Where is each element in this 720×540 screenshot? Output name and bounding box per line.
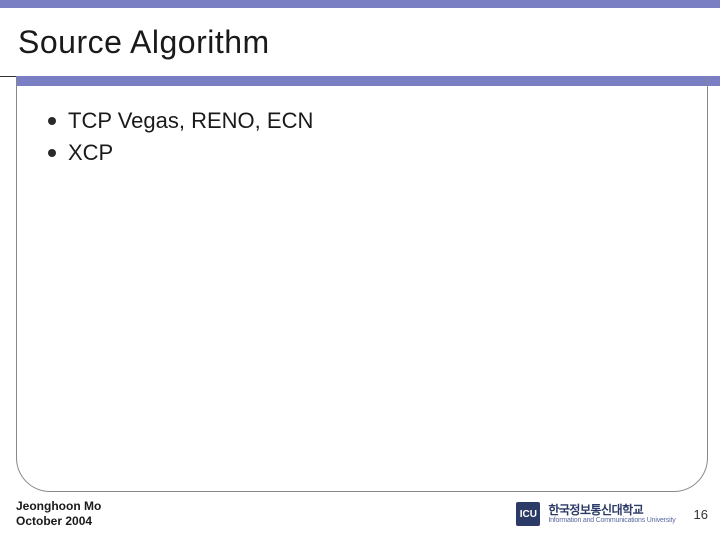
top-accent-bar: [0, 0, 720, 8]
footer-date: October 2004: [16, 514, 101, 529]
list-item: XCP: [48, 140, 680, 166]
university-name-en: Information and Communications Universit…: [548, 517, 675, 524]
bullet-list: TCP Vegas, RENO, ECN XCP: [48, 108, 680, 172]
bullet-text: TCP Vegas, RENO, ECN: [68, 108, 313, 134]
bullet-icon: [48, 117, 56, 125]
slide-title: Source Algorithm: [18, 24, 702, 61]
university-logo-text: 한국정보통신대학교 Information and Communications…: [548, 504, 675, 524]
list-item: TCP Vegas, RENO, ECN: [48, 108, 680, 134]
footer-right: ICU 한국정보통신대학교 Information and Communicat…: [516, 502, 708, 526]
university-logo-icon: ICU: [516, 502, 540, 526]
title-region: Source Algorithm: [0, 8, 720, 71]
bullet-icon: [48, 149, 56, 157]
bullet-text: XCP: [68, 140, 113, 166]
page-number: 16: [694, 507, 708, 522]
footer-author-block: Jeonghoon Mo October 2004: [16, 499, 101, 529]
footer-author: Jeonghoon Mo: [16, 499, 101, 514]
university-name-kr: 한국정보통신대학교: [548, 504, 675, 517]
footer: Jeonghoon Mo October 2004 ICU 한국정보통신대학교 …: [16, 494, 708, 534]
